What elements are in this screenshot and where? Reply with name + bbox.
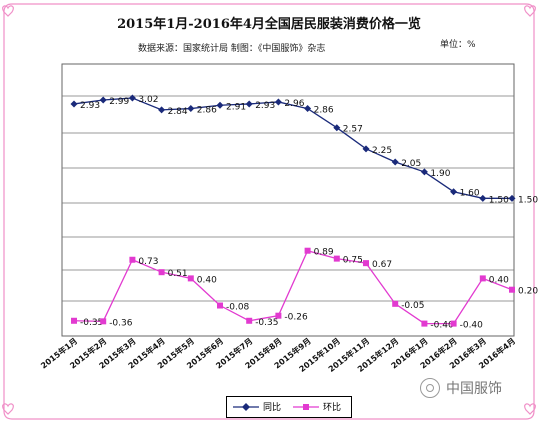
frame-border xyxy=(3,3,535,420)
legend-item-series-2: 环比 xyxy=(293,400,341,413)
data-point xyxy=(391,158,399,166)
legend-label: 环比 xyxy=(323,403,342,413)
data-point xyxy=(421,320,428,327)
data-point xyxy=(158,106,166,114)
data-label: -0.36 xyxy=(109,318,133,328)
legend-swatch-square xyxy=(293,403,319,410)
wechat-logo-icon xyxy=(420,378,440,398)
data-label: 2.93 xyxy=(80,101,100,111)
data-point xyxy=(479,194,487,202)
data-label: 0.67 xyxy=(372,260,392,270)
data-label: 2.84 xyxy=(168,107,188,117)
chart-title: 2015年1月-2016年4月全国居民服装消费价格一览 xyxy=(117,17,421,32)
heart-icon xyxy=(524,403,536,415)
data-point xyxy=(71,317,77,324)
data-point xyxy=(187,105,195,113)
data-label: -0.08 xyxy=(226,303,250,313)
data-label: 1.90 xyxy=(430,169,450,179)
chart-legend: 同比 环比 xyxy=(226,396,352,418)
data-point xyxy=(245,100,253,108)
data-label: -0.05 xyxy=(401,301,424,311)
series-line xyxy=(73,249,513,325)
data-point xyxy=(420,168,428,176)
legend-label: 同比 xyxy=(263,403,282,413)
data-point xyxy=(129,256,136,263)
plot-area xyxy=(61,63,515,337)
data-label: 2.86 xyxy=(197,106,217,116)
data-label: 2.96 xyxy=(284,99,304,109)
data-point xyxy=(217,302,223,309)
heart-icon xyxy=(524,5,536,17)
data-label: 2.93 xyxy=(255,101,275,111)
data-label: -0.35 xyxy=(255,318,278,328)
data-point xyxy=(304,105,312,113)
data-label: 2.57 xyxy=(343,125,363,135)
watermark-text: 中国服饰 xyxy=(446,381,502,397)
data-point xyxy=(99,96,107,104)
data-label: 0.40 xyxy=(489,275,509,285)
data-point xyxy=(392,300,399,307)
data-point xyxy=(100,318,107,325)
data-point xyxy=(363,260,369,267)
data-label: 2.25 xyxy=(372,146,392,156)
data-point xyxy=(333,124,341,132)
data-label: -0.40 xyxy=(460,321,484,331)
data-point xyxy=(187,275,194,282)
data-label: 2.99 xyxy=(109,97,129,107)
data-label: 0.51 xyxy=(168,269,188,279)
data-label: 1.60 xyxy=(460,189,480,199)
data-label: 1.50 xyxy=(518,195,538,205)
data-label: -0.35 xyxy=(80,318,103,328)
data-label: -0.26 xyxy=(284,313,308,323)
data-point xyxy=(509,286,515,293)
data-point xyxy=(479,275,486,282)
data-label: 0.40 xyxy=(197,275,217,285)
data-point xyxy=(508,194,516,202)
data-label: 1.50 xyxy=(489,195,509,205)
data-label: 2.86 xyxy=(314,106,334,116)
data-point xyxy=(450,188,458,196)
data-point xyxy=(216,101,224,109)
data-point xyxy=(70,100,78,108)
data-label: 0.89 xyxy=(314,248,334,258)
heart-icon xyxy=(2,403,14,415)
series-line xyxy=(73,97,512,199)
data-point xyxy=(362,145,370,153)
data-label: 0.75 xyxy=(343,256,363,266)
data-label: 0.20 xyxy=(518,287,538,297)
data-point xyxy=(274,98,282,106)
data-label: 2.05 xyxy=(401,159,421,169)
chart-subtitle: 数据来源：国家统计局 制图：《中国服饰》杂志 xyxy=(138,44,326,54)
data-point xyxy=(275,312,282,319)
data-point xyxy=(246,317,253,324)
legend-swatch-diamond xyxy=(233,402,259,411)
data-point xyxy=(333,255,340,262)
data-label: -0.40 xyxy=(430,321,454,331)
data-label: 2.91 xyxy=(226,102,246,112)
data-point xyxy=(304,247,311,254)
data-label: 3.02 xyxy=(138,95,158,105)
data-point xyxy=(158,269,165,276)
unit-label: 单位：% xyxy=(440,40,476,50)
data-point xyxy=(128,94,136,102)
watermark: 中国服饰 xyxy=(420,378,502,398)
data-point xyxy=(450,320,457,327)
heart-icon xyxy=(2,5,14,17)
data-label: 0.73 xyxy=(138,257,158,267)
legend-item-series-1: 同比 xyxy=(233,400,281,413)
